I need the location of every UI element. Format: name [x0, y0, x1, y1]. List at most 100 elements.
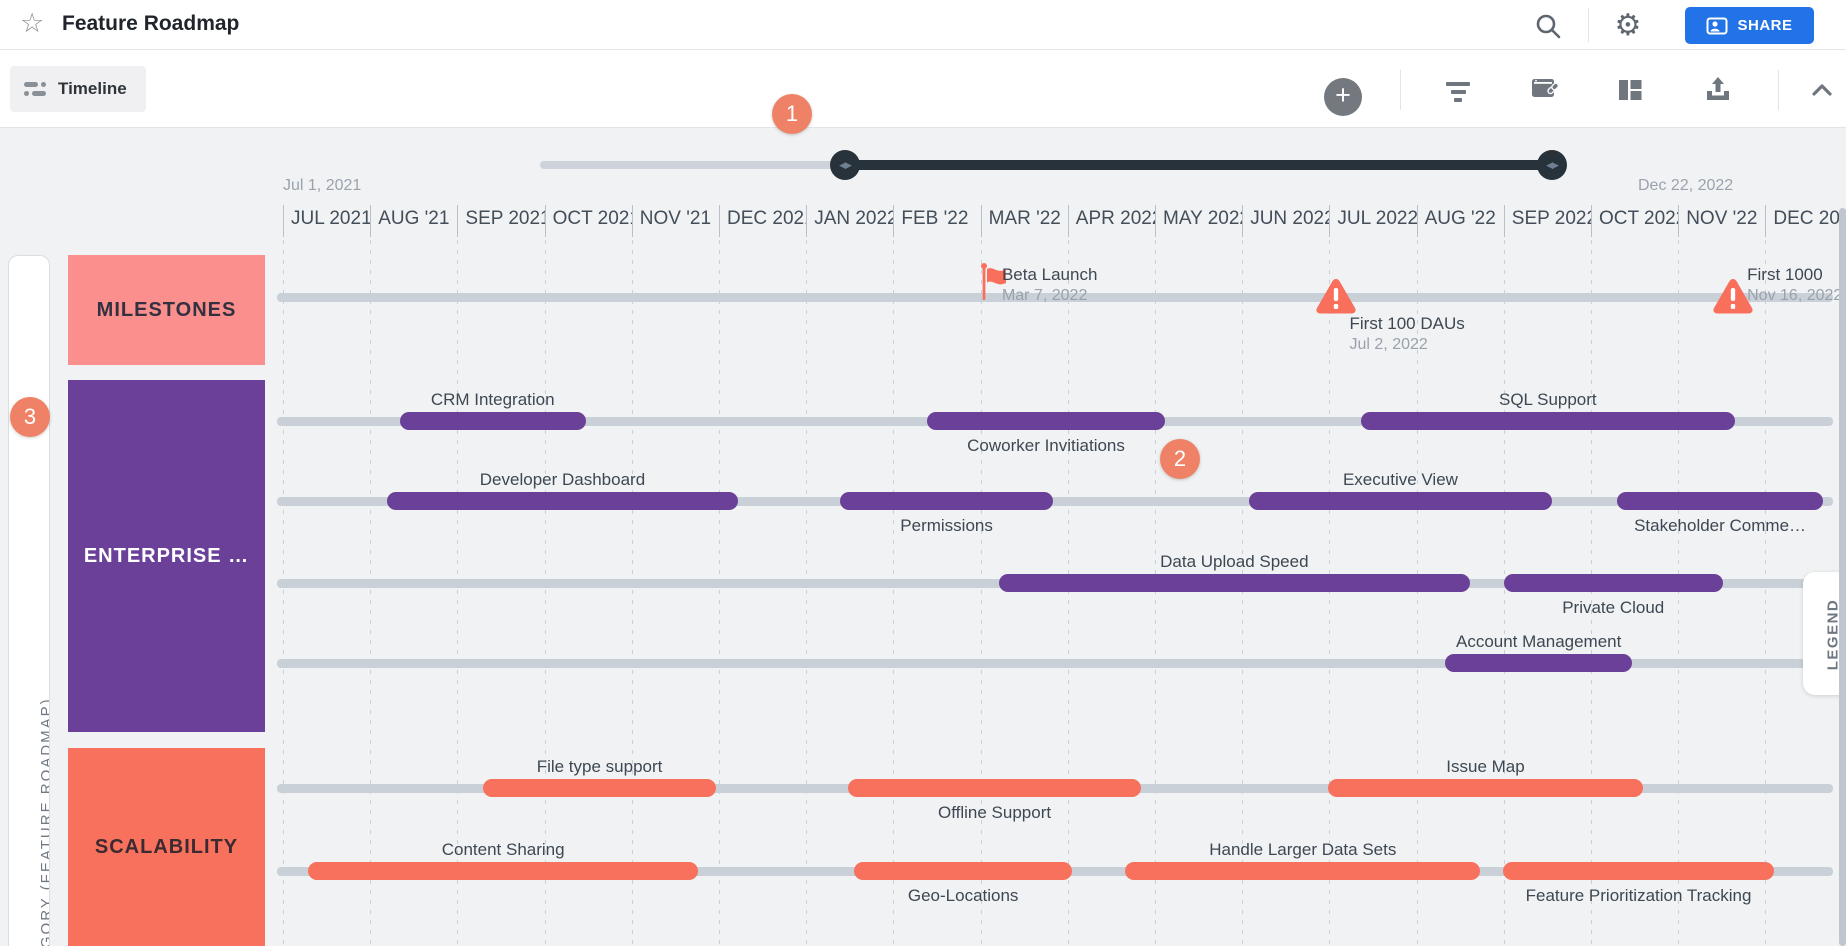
range-slider-selected-range[interactable]	[845, 160, 1552, 170]
settings-gear-icon[interactable]: ⚙	[1614, 9, 1642, 42]
month-header-jul-2021: JUL 2021	[283, 205, 370, 237]
toolbar-divider	[1400, 70, 1401, 110]
bar-label-handle-larger-data-sets: Handle Larger Data Sets	[1209, 840, 1397, 859]
bar-label-crm-integration: CRM Integration	[430, 390, 555, 409]
collapse-chevron-icon[interactable]	[1806, 74, 1838, 106]
month-header-oct-2021: OCT 2021	[544, 205, 632, 237]
app-header: ☆ Feature Roadmap ⚙ SHARE	[0, 0, 1846, 50]
timeline-bar-executive-view[interactable]	[1249, 492, 1552, 510]
month-gridline	[457, 240, 459, 946]
timeline-track	[277, 293, 1833, 302]
search-icon[interactable]	[1533, 11, 1563, 41]
annotation-badge-3: 3	[10, 397, 50, 437]
timeline-bar-stakeholder-comme[interactable]	[1617, 492, 1823, 510]
month-gridline	[1591, 240, 1592, 946]
month-gridline	[806, 240, 808, 946]
share-person-icon	[1706, 17, 1728, 35]
month-gridline	[370, 240, 372, 946]
timeline-stage: ◀▶ ◀▶ Jul 1, 2021 Dec 22, 2022 JUL 2021 A…	[0, 128, 1846, 946]
bar-label-geo-locations: Geo-Locations	[907, 886, 1019, 905]
category-block-enterprise: ENTERPRISE …	[68, 380, 265, 732]
milestone-warning-icon[interactable]	[1711, 277, 1755, 320]
timeline-bar-account-management[interactable]	[1445, 654, 1632, 672]
annotation-badge-1: 1	[772, 94, 812, 134]
month-header-mar-22: MAR '22	[980, 205, 1068, 237]
bar-label-sql-support: SQL Support	[1499, 390, 1597, 409]
milestone-date: Jul 2, 2022	[1349, 336, 1428, 353]
month-gridline	[283, 240, 284, 946]
month-gridline	[980, 240, 982, 946]
timeline-bar-handle-larger-data-sets[interactable]	[1125, 862, 1481, 880]
export-icon[interactable]	[1702, 74, 1734, 106]
month-header-aug-21: AUG '21	[370, 205, 457, 237]
bar-label-file-type-support: File type support	[536, 757, 663, 776]
timeline-bar-crm-integration[interactable]	[399, 412, 586, 430]
range-slider-right-handle[interactable]: ◀▶	[1537, 150, 1567, 180]
month-header-nov-21: NOV '21	[631, 205, 719, 237]
bar-label-feature-prioritization-tracking: Feature Prioritization Tracking	[1525, 886, 1752, 905]
milestone-warning-icon[interactable]	[1314, 277, 1358, 320]
range-start-date: Jul 1, 2021	[283, 177, 362, 194]
favorite-star-icon[interactable]: ☆	[20, 8, 45, 38]
month-header-oct-2022: OCT 2022	[1591, 205, 1678, 237]
bar-label-permissions: Permissions	[900, 516, 993, 535]
bar-label-account-management: Account Management	[1455, 632, 1622, 651]
bar-label-stakeholder-comme: Stakeholder Comme…	[1634, 516, 1807, 535]
timeline-bar-private-cloud[interactable]	[1503, 574, 1723, 592]
month-gridline	[893, 240, 895, 946]
month-gridline	[1503, 240, 1505, 946]
bar-label-private-cloud: Private Cloud	[1562, 598, 1665, 617]
bar-label-issue-map: Issue Map	[1446, 757, 1525, 776]
milestone-label-first-1000: First 1000	[1747, 265, 1823, 284]
month-gridline	[1765, 240, 1767, 946]
month-gridline	[544, 240, 546, 946]
range-slider-track[interactable]	[540, 161, 845, 169]
timeline-bar-feature-prioritization-tracking[interactable]	[1502, 862, 1775, 880]
timeline-track	[277, 659, 1833, 668]
bar-label-developer-dashboard: Developer Dashboard	[479, 470, 646, 489]
timeline-bar-content-sharing[interactable]	[308, 862, 699, 880]
vertical-scrollbar[interactable]	[1839, 208, 1846, 946]
timeline-bar-coworker-invitiations[interactable]	[927, 412, 1165, 430]
timeline-bar-developer-dashboard[interactable]	[386, 492, 739, 510]
header-divider	[1588, 8, 1589, 42]
month-gridline	[1416, 240, 1418, 946]
milestone-flag-icon[interactable]	[979, 261, 1015, 310]
category-block-scalability: SCALABILITY	[68, 748, 265, 946]
month-gridline	[1155, 240, 1156, 946]
timeline-view-icon	[24, 81, 46, 97]
milestone-date: Mar 7, 2022	[1001, 287, 1088, 304]
share-button[interactable]: SHARE	[1685, 7, 1814, 44]
month-header-dec-2022: DEC 2022	[1765, 205, 1846, 237]
add-item-button[interactable]: +	[1324, 78, 1362, 116]
bar-label-coworker-invitiations: Coworker Invitiations	[967, 436, 1125, 455]
category-axis-rail: CATEGORY (FEATURE ROADMAP)	[8, 255, 50, 946]
timeline-bar-permissions[interactable]	[840, 492, 1053, 510]
month-header-jul-2022: JUL 2022	[1329, 205, 1417, 237]
tab-timeline[interactable]: Timeline	[10, 66, 146, 112]
month-header-jun-2022: JUN 2022	[1242, 205, 1329, 237]
month-gridline	[1678, 240, 1680, 946]
month-header-jan-2022: JAN 2022	[806, 205, 893, 237]
filter-icon[interactable]	[1442, 74, 1474, 106]
month-header-feb-22: FEB '22	[893, 205, 980, 237]
timeline-bar-geo-locations[interactable]	[854, 862, 1073, 880]
timeline-bar-data-upload-speed[interactable]	[998, 574, 1470, 592]
legend-tab[interactable]: LEGEND	[1803, 572, 1846, 695]
month-header-sep-2022: SEP 2022	[1503, 205, 1591, 237]
timeline-bar-file-type-support[interactable]	[482, 779, 717, 797]
month-header-nov-22: NOV '22	[1678, 205, 1765, 237]
timeline-bar-sql-support[interactable]	[1360, 412, 1735, 430]
month-gridline	[631, 240, 633, 946]
linked-window-icon[interactable]	[1528, 74, 1560, 106]
category-block-milestones: MILESTONES	[68, 255, 265, 365]
bar-label-data-upload-speed: Data Upload Speed	[1160, 552, 1309, 571]
bar-label-offline-support: Offline Support	[938, 803, 1052, 822]
layout-panels-icon[interactable]	[1614, 74, 1646, 106]
timeline-bar-offline-support[interactable]	[848, 779, 1142, 797]
month-gridline	[1242, 240, 1244, 946]
timeline-bar-issue-map[interactable]	[1327, 779, 1644, 797]
range-slider-left-handle[interactable]: ◀▶	[830, 150, 860, 180]
milestone-date: Nov 16, 2022	[1747, 287, 1843, 304]
